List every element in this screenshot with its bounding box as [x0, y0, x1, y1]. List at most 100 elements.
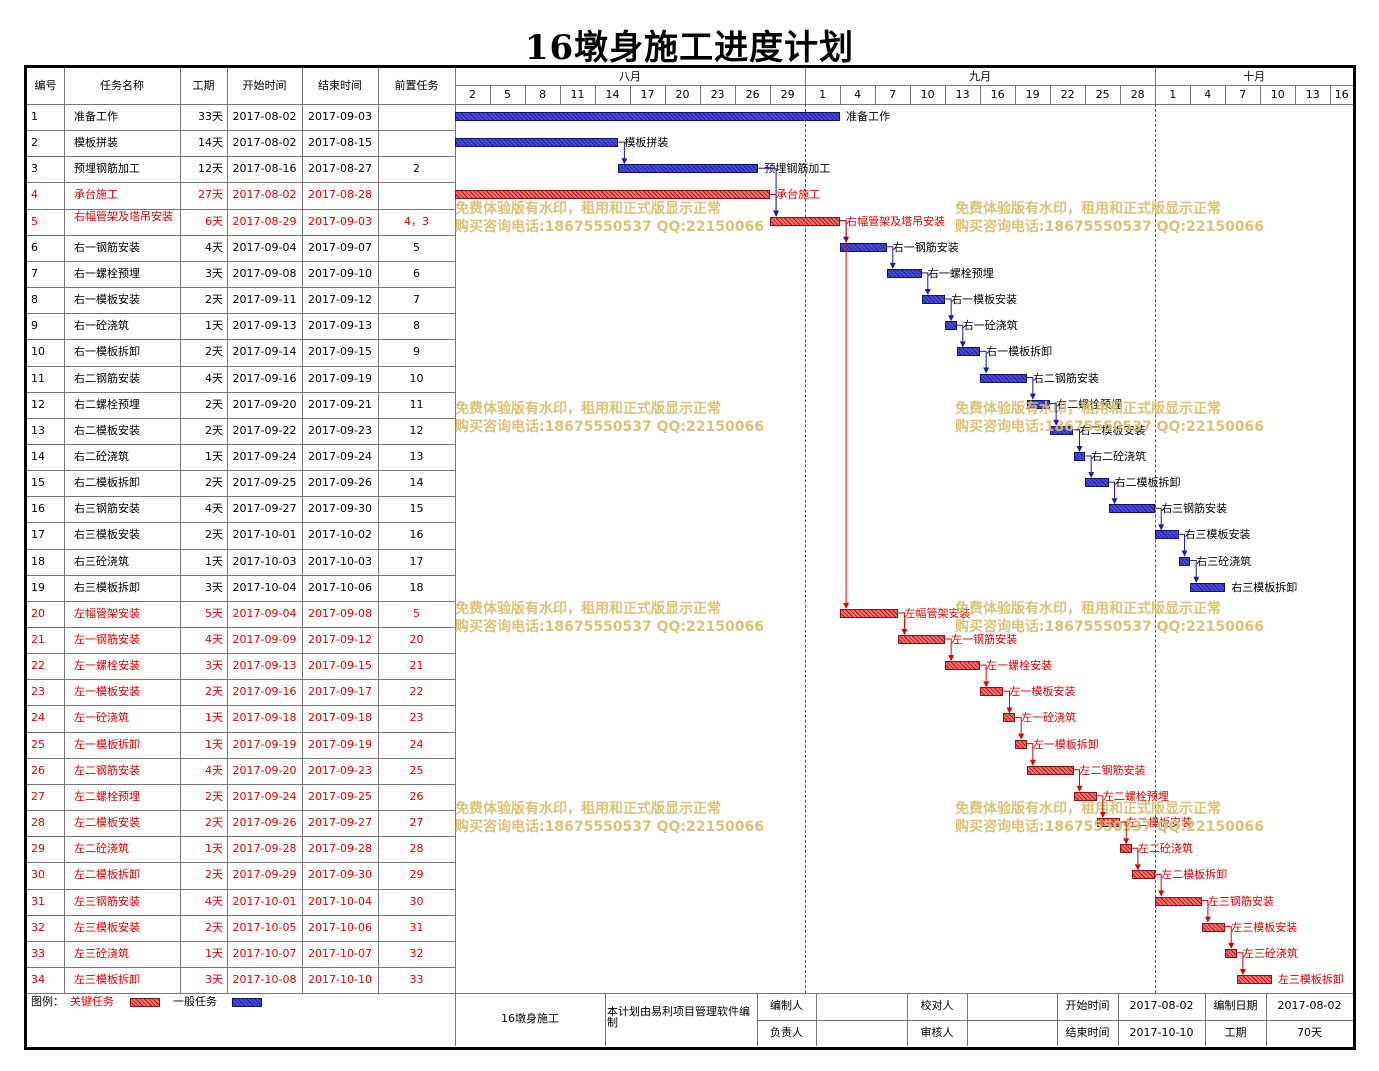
task-name[interactable]: 右二砼浇筑	[74, 449, 129, 463]
row-divider	[27, 888, 455, 890]
timescale-divider	[1260, 86, 1262, 104]
task-name[interactable]: 准备工作	[74, 110, 118, 123]
task-bar[interactable]	[956, 347, 981, 357]
task-end: 2017-09-03	[308, 110, 372, 123]
dependency-arrow	[945, 298, 952, 321]
task-name[interactable]: 左三钢筋安装	[74, 894, 140, 908]
task-name[interactable]: 左三砼浇筑	[74, 946, 129, 960]
task-name[interactable]: 左一模板安装	[74, 685, 140, 699]
task-name[interactable]: 右三砼浇筑	[74, 554, 129, 568]
task-name[interactable]: 左三模板拆卸	[74, 972, 140, 986]
task-bar[interactable]	[1073, 451, 1086, 461]
task-start: 2017-09-29	[232, 868, 297, 882]
task-bar[interactable]	[1190, 582, 1226, 592]
task-bar[interactable]	[1120, 844, 1132, 854]
task-name[interactable]: 左三模板安装	[74, 920, 140, 934]
arrow-head	[1158, 890, 1165, 897]
task-name[interactable]: 右一螺栓预埋	[74, 266, 140, 280]
task-bar[interactable]	[770, 216, 841, 226]
task-start: 2017-10-04	[232, 580, 297, 594]
task-name[interactable]: 左一钢筋安装	[74, 633, 140, 646]
task-pred: 11	[409, 397, 424, 411]
task-name[interactable]: 左二砼浇筑	[74, 842, 129, 856]
task-name[interactable]: 模板拼装	[74, 136, 118, 150]
watermark: 免费体验版有水印，租用和正式版显示正常 购买咨询电话:18675550537 QQ…	[455, 200, 764, 236]
task-bar[interactable]	[840, 608, 899, 618]
task-pred: 12	[409, 423, 424, 437]
task-id: 13	[31, 423, 45, 437]
task-id: 19	[31, 580, 45, 594]
task-bar[interactable]	[1073, 791, 1097, 801]
task-bar[interactable]	[1225, 948, 1237, 958]
task-bar[interactable]	[1096, 818, 1121, 828]
task-bar-label: 左一模板安装	[1009, 685, 1076, 699]
task-bar[interactable]	[980, 687, 1004, 697]
task-bar[interactable]	[945, 321, 957, 331]
task-bar[interactable]	[1178, 556, 1191, 566]
task-name[interactable]: 右幅管架及塔吊安装	[74, 209, 173, 223]
task-end: 2017-09-10	[308, 266, 372, 280]
task-bar[interactable]	[1155, 530, 1179, 540]
task-bar[interactable]	[921, 295, 946, 305]
task-bar[interactable]	[618, 164, 759, 174]
footer-reviewer-label: 审核人	[920, 1025, 954, 1039]
arrow-head	[1134, 864, 1141, 871]
task-bar-label: 左二模板拆卸	[1161, 868, 1228, 882]
task-end: 2017-09-23	[308, 763, 372, 777]
task-name[interactable]: 左一模板拆卸	[74, 737, 140, 751]
footer-start: 2017-08-02	[1129, 999, 1194, 1013]
task-bar[interactable]	[1108, 504, 1156, 514]
task-bar[interactable]	[1201, 922, 1226, 932]
task-end: 2017-10-03	[308, 554, 372, 568]
task-bar[interactable]	[1003, 713, 1016, 723]
task-end: 2017-09-07	[308, 240, 372, 254]
task-bar[interactable]	[455, 138, 619, 148]
task-name[interactable]: 右一钢筋安装	[74, 240, 140, 254]
task-bar[interactable]	[1085, 478, 1109, 488]
dependency-arrow	[921, 272, 929, 295]
task-name[interactable]: 右三模板拆卸	[74, 580, 140, 594]
row-divider	[27, 783, 455, 785]
task-bar-label: 左一钢筋安装	[951, 633, 1018, 646]
task-bar[interactable]	[1131, 870, 1156, 880]
task-name[interactable]: 右一模板拆卸	[74, 345, 140, 359]
task-name[interactable]: 右一砼浇筑	[74, 319, 129, 333]
task-name[interactable]: 左一砼浇筑	[74, 711, 129, 725]
task-bar[interactable]	[1050, 425, 1074, 435]
task-bar[interactable]	[1236, 974, 1272, 984]
column-divider	[455, 68, 456, 994]
task-bar[interactable]	[945, 661, 981, 671]
task-bar[interactable]	[1026, 765, 1074, 775]
task-name[interactable]: 左二模板拆卸	[74, 868, 140, 882]
task-bar[interactable]	[980, 373, 1027, 383]
task-bar[interactable]	[455, 112, 841, 121]
task-name[interactable]: 左二模板安装	[74, 816, 140, 830]
task-name[interactable]: 左二钢筋安装	[74, 763, 140, 777]
watermark: 免费体验版有水印，租用和正式版显示正常 购买咨询电话:18675550537 QQ…	[955, 200, 1264, 236]
task-name[interactable]: 右三钢筋安装	[74, 502, 140, 516]
task-name[interactable]: 右三模板安装	[74, 528, 140, 542]
task-name[interactable]: 左二螺栓预埋	[74, 789, 140, 803]
timescale-divider	[770, 86, 772, 104]
task-bar[interactable]	[1155, 896, 1202, 906]
footer-start-label: 开始时间	[1065, 999, 1110, 1013]
task-name[interactable]: 右一模板安装	[74, 293, 140, 307]
task-name[interactable]: 左一螺栓安装	[74, 659, 140, 673]
row-divider	[27, 731, 455, 733]
task-bar[interactable]	[1015, 739, 1027, 749]
task-name[interactable]: 左幅管架安装	[74, 606, 140, 620]
task-duration: 2天	[205, 685, 223, 699]
task-name[interactable]: 预埋钢筋加工	[74, 162, 140, 176]
task-bar[interactable]	[455, 190, 771, 200]
task-name[interactable]: 右二螺栓预埋	[74, 397, 140, 411]
task-bar[interactable]	[840, 242, 887, 252]
task-bar[interactable]	[1026, 399, 1051, 409]
task-name[interactable]: 右二模板安装	[74, 423, 140, 437]
task-name[interactable]: 承台施工	[74, 188, 118, 202]
task-name[interactable]: 右二模板拆卸	[74, 476, 140, 490]
task-bar[interactable]	[898, 635, 946, 644]
task-start: 2017-09-11	[232, 293, 297, 307]
task-bar[interactable]	[886, 268, 922, 278]
task-name[interactable]: 右二钢筋安装	[74, 371, 140, 385]
row-divider	[27, 496, 455, 498]
